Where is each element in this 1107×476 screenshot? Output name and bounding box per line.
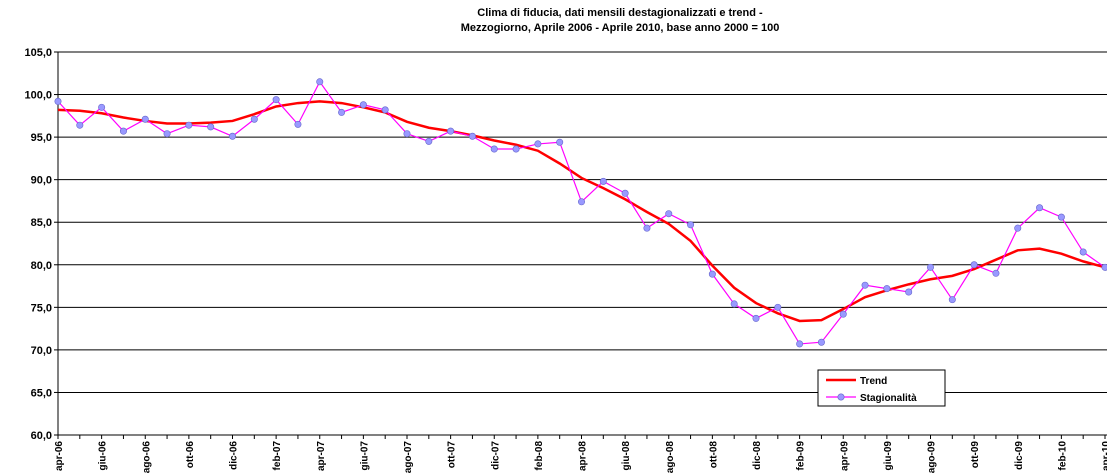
x-tick-label: giu-07	[359, 441, 370, 471]
point	[250, 115, 258, 123]
point	[970, 261, 978, 269]
point	[708, 270, 716, 278]
x-tick-label: ago-08	[665, 441, 676, 474]
y-tick-label: 65,0	[31, 387, 52, 399]
point	[272, 96, 280, 104]
y-tick-label: 100,0	[24, 90, 52, 102]
point	[796, 340, 804, 348]
point	[861, 281, 869, 289]
point	[926, 263, 934, 271]
y-tick-label: 70,0	[31, 345, 52, 357]
point	[98, 103, 106, 111]
point	[512, 145, 520, 153]
point	[54, 97, 62, 105]
point	[76, 121, 84, 129]
x-tick-label: giu-09	[883, 441, 894, 471]
x-tick-label: apr-09	[839, 441, 850, 471]
point	[119, 127, 127, 135]
x-tick-label: giu-06	[98, 441, 109, 471]
x-tick-label: feb-07	[272, 441, 283, 471]
x-tick-label: ago-07	[403, 441, 414, 474]
point	[490, 145, 498, 153]
x-tick-label: dic-06	[229, 441, 240, 470]
point	[534, 140, 542, 148]
point	[229, 132, 237, 140]
x-tick-label: dic-09	[1014, 441, 1025, 470]
x-tick-label: ago-06	[141, 441, 152, 474]
point	[316, 78, 324, 86]
y-tick-label: 80,0	[31, 260, 52, 272]
point	[1014, 224, 1022, 232]
series-line	[57, 100, 1106, 323]
point	[403, 130, 411, 138]
x-tick-label: ott-09	[970, 441, 981, 469]
chart-title: Mezzogiorno, Aprile 2006 - Aprile 2010, …	[461, 22, 780, 34]
x-tick-label: ott-08	[708, 441, 719, 469]
legend-box	[817, 369, 946, 407]
x-tick-label: apr-10	[1101, 441, 1107, 471]
point	[730, 300, 738, 308]
point	[643, 224, 651, 232]
point	[774, 303, 782, 311]
x-tick-label: dic-08	[752, 441, 763, 470]
y-tick-label: 60,0	[31, 430, 52, 442]
point	[577, 198, 585, 206]
y-tick-label: 85,0	[31, 217, 52, 229]
point	[687, 221, 695, 229]
point	[817, 338, 825, 346]
point	[883, 285, 891, 293]
point	[359, 101, 367, 109]
y-tick-label: 95,0	[31, 132, 52, 144]
point	[905, 288, 913, 296]
point	[599, 177, 607, 185]
point	[948, 296, 956, 304]
point	[468, 132, 476, 140]
point	[338, 108, 346, 116]
point	[992, 269, 1000, 277]
point	[1079, 248, 1087, 256]
legend-marker	[837, 393, 845, 401]
x-tick-label: feb-09	[796, 441, 807, 471]
x-tick-label: ott-06	[185, 441, 196, 469]
point	[1036, 204, 1044, 212]
point	[381, 106, 389, 114]
point	[1101, 263, 1107, 271]
point	[207, 123, 215, 131]
x-tick-label: feb-10	[1057, 441, 1068, 471]
point	[294, 120, 302, 128]
point	[556, 138, 564, 146]
point	[665, 210, 673, 218]
x-tick-label: giu-08	[621, 441, 632, 471]
point	[185, 121, 193, 129]
chart-title: Clima di fiducia, dati mensili destagion…	[477, 7, 763, 19]
point	[1057, 213, 1065, 221]
x-tick-label: apr-07	[316, 441, 327, 471]
legend-label: Stagionalità	[860, 393, 917, 404]
point	[621, 189, 629, 197]
y-tick-label: 105,0	[24, 47, 52, 59]
legend-label: Trend	[860, 376, 887, 387]
point	[447, 127, 455, 135]
x-tick-label: ott-07	[447, 441, 458, 469]
x-tick-label: ago-09	[927, 441, 938, 474]
x-tick-label: dic-07	[490, 441, 501, 470]
point	[425, 137, 433, 145]
point	[752, 314, 760, 322]
x-tick-label: apr-08	[578, 441, 589, 471]
x-tick-label: feb-08	[534, 441, 545, 471]
y-tick-label: 90,0	[31, 175, 52, 187]
point	[163, 130, 171, 138]
point	[839, 310, 847, 318]
y-tick-label: 75,0	[31, 302, 52, 314]
point	[141, 115, 149, 123]
x-tick-label: apr-06	[54, 441, 65, 471]
